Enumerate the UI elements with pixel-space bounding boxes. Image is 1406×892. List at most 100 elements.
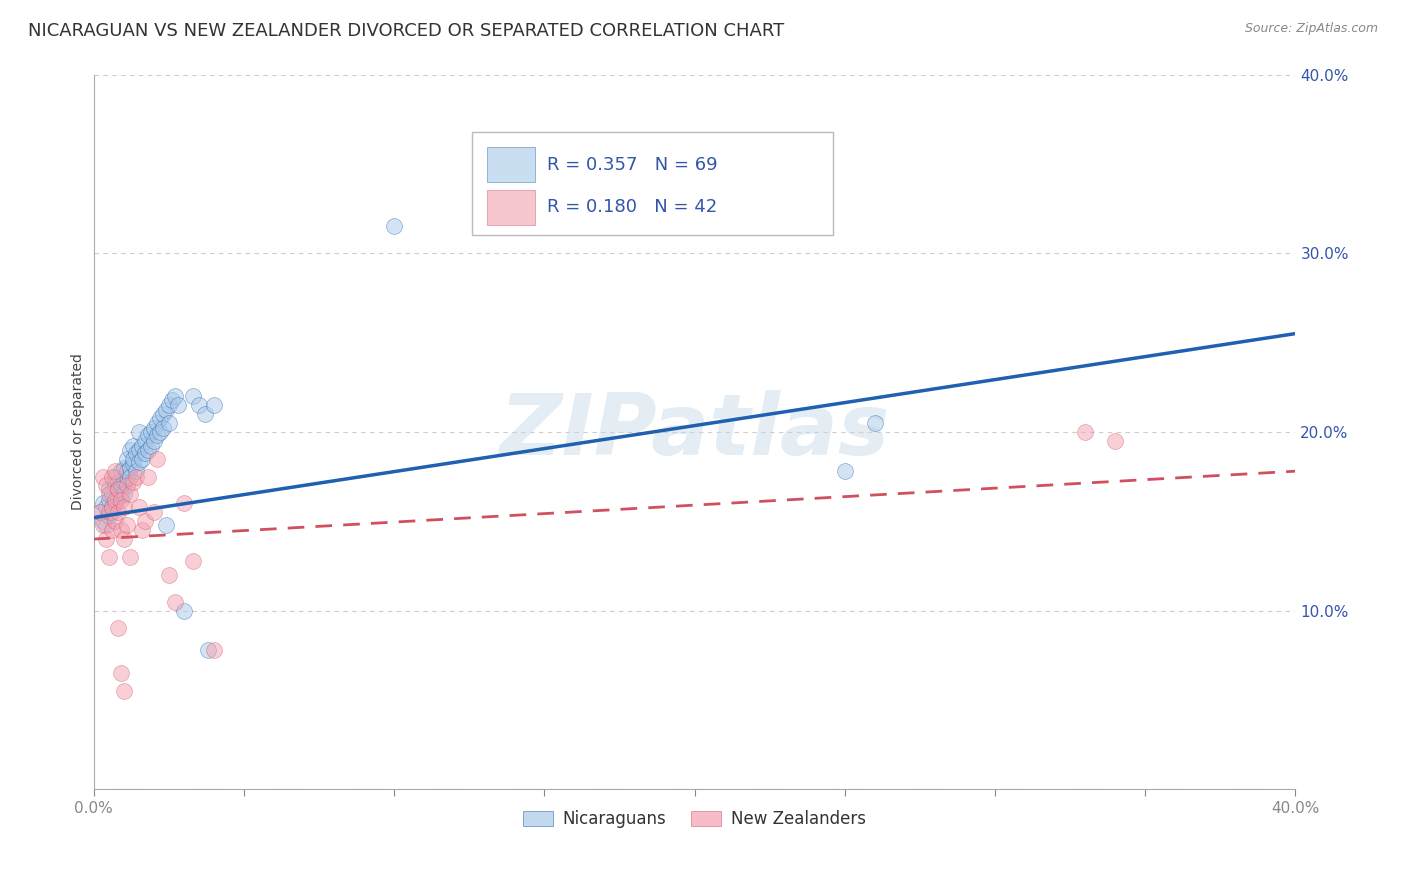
Point: [110, 492, 132, 507]
Point: [139, 425, 162, 439]
Point: [91, 496, 114, 510]
Point: [173, 603, 195, 617]
Point: [121, 475, 143, 489]
Point: [89, 505, 111, 519]
Point: [160, 392, 183, 407]
Point: [104, 514, 127, 528]
Point: [145, 416, 167, 430]
Point: [112, 684, 135, 698]
Point: [94, 517, 117, 532]
Point: [91, 514, 114, 528]
Point: [97, 505, 120, 519]
Point: [110, 523, 132, 537]
Point: [107, 505, 129, 519]
Point: [834, 464, 856, 478]
Point: [136, 428, 159, 442]
FancyBboxPatch shape: [472, 132, 832, 235]
FancyBboxPatch shape: [486, 147, 534, 182]
Point: [166, 398, 188, 412]
Point: [202, 398, 225, 412]
Point: [118, 469, 141, 483]
Point: [112, 487, 135, 501]
Point: [145, 428, 167, 442]
Point: [110, 478, 132, 492]
FancyBboxPatch shape: [486, 190, 534, 225]
Point: [131, 523, 153, 537]
Point: [104, 492, 127, 507]
Point: [197, 643, 219, 657]
Point: [121, 439, 143, 453]
Point: [149, 425, 172, 439]
Point: [1104, 434, 1126, 448]
Point: [94, 478, 117, 492]
Point: [121, 457, 143, 471]
Point: [107, 621, 129, 635]
Point: [97, 487, 120, 501]
Point: [134, 514, 156, 528]
Point: [163, 594, 186, 608]
Point: [97, 549, 120, 564]
Point: [97, 508, 120, 523]
Point: [152, 407, 174, 421]
Point: [142, 505, 165, 519]
Point: [149, 410, 172, 425]
Point: [128, 455, 150, 469]
Text: Source: ZipAtlas.com: Source: ZipAtlas.com: [1244, 22, 1378, 36]
Point: [100, 500, 122, 514]
Point: [139, 439, 162, 453]
Point: [107, 475, 129, 489]
Point: [131, 439, 153, 453]
Point: [97, 492, 120, 507]
Point: [115, 517, 138, 532]
Point: [112, 460, 135, 475]
Point: [134, 446, 156, 460]
Point: [112, 532, 135, 546]
Point: [1074, 425, 1097, 439]
Point: [115, 469, 138, 483]
Point: [100, 469, 122, 483]
Point: [110, 487, 132, 501]
Point: [110, 666, 132, 681]
Y-axis label: Divorced or Separated: Divorced or Separated: [72, 353, 86, 510]
Point: [134, 434, 156, 448]
Point: [142, 434, 165, 448]
Point: [91, 517, 114, 532]
Point: [112, 500, 135, 514]
Point: [145, 451, 167, 466]
Point: [115, 464, 138, 478]
Point: [91, 469, 114, 483]
Point: [121, 451, 143, 466]
Point: [94, 532, 117, 546]
Point: [187, 398, 209, 412]
Point: [118, 442, 141, 457]
Text: ZIPatlas: ZIPatlas: [499, 391, 890, 474]
Point: [118, 487, 141, 501]
Point: [118, 549, 141, 564]
Point: [136, 469, 159, 483]
Point: [382, 219, 405, 234]
Point: [104, 469, 127, 483]
Legend: Nicaraguans, New Zealanders: Nicaraguans, New Zealanders: [516, 803, 873, 835]
Point: [115, 451, 138, 466]
Point: [100, 523, 122, 537]
Point: [100, 500, 122, 514]
Point: [181, 389, 204, 403]
Point: [152, 421, 174, 435]
Point: [107, 482, 129, 496]
Text: R = 0.180   N = 42: R = 0.180 N = 42: [547, 198, 717, 217]
Point: [124, 446, 146, 460]
Point: [118, 460, 141, 475]
Point: [128, 500, 150, 514]
Point: [104, 496, 127, 510]
Point: [112, 475, 135, 489]
Point: [100, 487, 122, 501]
Point: [157, 416, 180, 430]
Point: [155, 517, 177, 532]
Point: [128, 442, 150, 457]
Point: [173, 496, 195, 510]
Point: [157, 398, 180, 412]
Point: [110, 464, 132, 478]
Point: [128, 425, 150, 439]
Point: [100, 505, 122, 519]
Point: [94, 500, 117, 514]
